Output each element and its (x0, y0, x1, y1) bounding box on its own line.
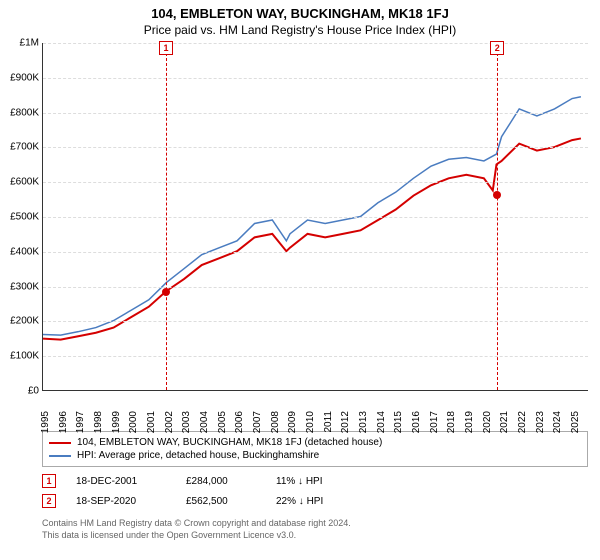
x-tick-label: 2020 (482, 411, 493, 433)
x-tick-label: 2004 (199, 411, 210, 433)
x-tick-label: 1996 (58, 411, 69, 433)
x-tick-label: 2016 (411, 411, 422, 433)
x-tick-label: 2006 (234, 411, 245, 433)
legend-swatch (49, 455, 71, 457)
sale-hpi-delta: 22% ↓ HPI (276, 496, 366, 507)
y-tick-label: £800K (1, 107, 39, 118)
x-tick-label: 2000 (128, 411, 139, 433)
x-tick-label: 1999 (111, 411, 122, 433)
y-gridline (43, 356, 588, 357)
sale-marker-box: 2 (490, 41, 504, 55)
x-tick-label: 2021 (499, 411, 510, 433)
sale-row: 1 18-DEC-2001 £284,000 11% ↓ HPI (42, 471, 588, 491)
y-gridline (43, 113, 588, 114)
x-tick-label: 1997 (75, 411, 86, 433)
legend-label: 104, EMBLETON WAY, BUCKINGHAM, MK18 1FJ … (77, 437, 382, 448)
y-tick-label: £0 (1, 386, 39, 397)
x-tick-label: 2019 (464, 411, 475, 433)
x-tick-label: 2023 (535, 411, 546, 433)
sale-marker-line (166, 43, 167, 390)
x-tick-label: 2024 (552, 411, 563, 433)
y-tick-label: £900K (1, 72, 39, 83)
y-gridline (43, 147, 588, 148)
sale-marker-box: 1 (159, 41, 173, 55)
legend-label: HPI: Average price, detached house, Buck… (77, 450, 319, 461)
x-tick-label: 2013 (358, 411, 369, 433)
footer-line-1: Contains HM Land Registry data © Crown c… (42, 517, 588, 529)
y-tick-label: £100K (1, 351, 39, 362)
y-tick-label: £200K (1, 316, 39, 327)
y-gridline (43, 252, 588, 253)
chart-container: 104, EMBLETON WAY, BUCKINGHAM, MK18 1FJ … (0, 0, 600, 560)
y-tick-label: £600K (1, 177, 39, 188)
sale-number-box: 2 (42, 494, 56, 508)
footer-line-2: This data is licensed under the Open Gov… (42, 529, 588, 541)
legend-item: HPI: Average price, detached house, Buck… (49, 449, 581, 462)
sale-date: 18-DEC-2001 (76, 476, 166, 487)
y-gridline (43, 287, 588, 288)
x-tick-label: 2005 (217, 411, 228, 433)
x-tick-label: 2001 (146, 411, 157, 433)
y-tick-label: £300K (1, 281, 39, 292)
plot-region: £0£100K£200K£300K£400K£500K£600K£700K£80… (42, 43, 588, 391)
y-gridline (43, 78, 588, 79)
sale-hpi-delta: 11% ↓ HPI (276, 476, 366, 487)
x-tick-label: 2012 (340, 411, 351, 433)
sale-row: 2 18-SEP-2020 £562,500 22% ↓ HPI (42, 491, 588, 511)
y-gridline (43, 217, 588, 218)
sale-marker-line (497, 43, 498, 390)
legend-swatch (49, 442, 71, 444)
chart-subtitle: Price paid vs. HM Land Registry's House … (0, 21, 600, 43)
x-tick-label: 2025 (570, 411, 581, 433)
y-tick-label: £500K (1, 212, 39, 223)
sale-marker-dot (493, 191, 501, 199)
x-tick-label: 2011 (323, 411, 334, 433)
x-tick-label: 1995 (40, 411, 51, 433)
chart-title: 104, EMBLETON WAY, BUCKINGHAM, MK18 1FJ (0, 0, 600, 21)
x-tick-label: 2003 (181, 411, 192, 433)
y-tick-label: £700K (1, 142, 39, 153)
y-gridline (43, 43, 588, 44)
y-gridline (43, 182, 588, 183)
x-tick-label: 2010 (305, 411, 316, 433)
y-gridline (43, 321, 588, 322)
x-tick-label: 2008 (270, 411, 281, 433)
legend-box: 104, EMBLETON WAY, BUCKINGHAM, MK18 1FJ … (42, 431, 588, 467)
sale-date: 18-SEP-2020 (76, 496, 166, 507)
sale-number-box: 1 (42, 474, 56, 488)
sale-price: £562,500 (186, 496, 256, 507)
y-tick-label: £400K (1, 246, 39, 257)
chart-area: £0£100K£200K£300K£400K£500K£600K£700K£80… (42, 43, 588, 423)
sales-table: 1 18-DEC-2001 £284,000 11% ↓ HPI 2 18-SEP-202… (42, 471, 588, 511)
x-tick-label: 2015 (393, 411, 404, 433)
series-line (43, 97, 581, 335)
sale-price: £284,000 (186, 476, 256, 487)
legend-item: 104, EMBLETON WAY, BUCKINGHAM, MK18 1FJ … (49, 436, 581, 449)
x-tick-label: 2017 (429, 411, 440, 433)
x-tick-label: 2018 (446, 411, 457, 433)
x-tick-label: 2002 (164, 411, 175, 433)
x-tick-label: 2007 (252, 411, 263, 433)
series-line (43, 138, 581, 339)
x-tick-label: 2014 (376, 411, 387, 433)
x-tick-label: 1998 (93, 411, 104, 433)
y-tick-label: £1M (1, 38, 39, 49)
x-tick-label: 2022 (517, 411, 528, 433)
sale-marker-dot (162, 288, 170, 296)
x-tick-label: 2009 (287, 411, 298, 433)
footer-text: Contains HM Land Registry data © Crown c… (42, 517, 588, 541)
